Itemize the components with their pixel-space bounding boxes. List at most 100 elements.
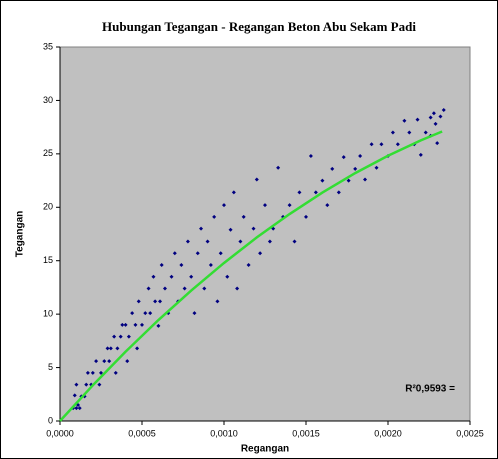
point (346, 178, 351, 183)
y-tick-label: 5 (48, 362, 53, 372)
point (72, 393, 77, 398)
point (363, 177, 368, 182)
point (254, 177, 259, 182)
point (292, 239, 297, 244)
point (192, 311, 197, 316)
point (287, 203, 292, 208)
point (358, 153, 363, 158)
point (158, 299, 163, 304)
point (241, 214, 246, 219)
point (276, 165, 281, 170)
point (133, 322, 138, 327)
point (102, 359, 107, 364)
point (395, 142, 400, 147)
point (402, 118, 407, 123)
point (99, 370, 103, 375)
point (263, 203, 267, 208)
plot-area (59, 46, 471, 422)
point (297, 190, 302, 195)
x-axis-label: Regangan (241, 444, 289, 455)
point (105, 346, 110, 351)
point (118, 334, 123, 339)
y-tick-label: 15 (43, 255, 53, 265)
point (90, 370, 95, 375)
point (146, 286, 151, 291)
point (108, 346, 113, 351)
point (336, 190, 341, 195)
point (435, 141, 440, 146)
point (202, 286, 207, 291)
chart-title: Hubungan Tegangan - Regangan Beton Abu S… (102, 19, 416, 34)
point (433, 121, 438, 126)
point (113, 370, 118, 375)
point (182, 286, 187, 291)
point (85, 370, 90, 375)
y-tick-label: 10 (43, 309, 53, 319)
point (74, 406, 79, 411)
point (428, 115, 433, 120)
point (74, 382, 79, 387)
point (374, 165, 379, 170)
point (162, 286, 167, 291)
point (94, 359, 99, 364)
point (308, 153, 313, 158)
point (84, 382, 89, 387)
point (185, 239, 190, 244)
point (208, 262, 213, 267)
y-axis-label: Tegangan (15, 211, 26, 257)
point (126, 334, 131, 339)
point (267, 239, 272, 244)
point (199, 226, 204, 231)
point (258, 251, 263, 256)
point (431, 111, 436, 116)
point (218, 251, 223, 256)
point (212, 214, 217, 219)
point (231, 190, 236, 195)
point (246, 262, 251, 267)
point (225, 274, 230, 279)
y-tick-label: 0 (48, 415, 53, 425)
point (228, 227, 233, 232)
x-tick-label: 0,0010 (210, 428, 238, 438)
point (313, 190, 318, 195)
point (304, 214, 308, 219)
point (136, 299, 141, 304)
point (369, 142, 374, 147)
point (112, 334, 117, 339)
annotation: R²0,9593 = (405, 384, 455, 395)
point (320, 178, 325, 183)
y-tick-label: 35 (43, 41, 53, 51)
y-tick-label: 30 (43, 95, 53, 105)
point (135, 346, 140, 351)
y-tick-label: 25 (43, 148, 53, 158)
point (140, 322, 144, 327)
point (172, 251, 177, 256)
point (179, 262, 184, 267)
point (441, 108, 446, 113)
point (215, 299, 220, 304)
point (379, 142, 384, 147)
point (107, 359, 112, 364)
point (156, 323, 161, 328)
point (148, 311, 153, 316)
point (330, 166, 335, 171)
point (151, 274, 156, 279)
x-tick-label: 0,0000 (46, 428, 74, 438)
point (341, 155, 346, 160)
point (120, 322, 125, 327)
trend-line (59, 130, 443, 422)
point (189, 274, 194, 279)
point (238, 239, 243, 244)
point (77, 406, 82, 411)
point (325, 203, 330, 208)
point (123, 322, 128, 327)
point (130, 311, 135, 316)
point (251, 226, 256, 231)
point (418, 152, 423, 157)
point (205, 239, 210, 244)
x-tick-label: 0,0020 (374, 428, 402, 438)
point (125, 359, 130, 364)
x-tick-label: 0,0025 (456, 428, 484, 438)
point (222, 203, 226, 208)
